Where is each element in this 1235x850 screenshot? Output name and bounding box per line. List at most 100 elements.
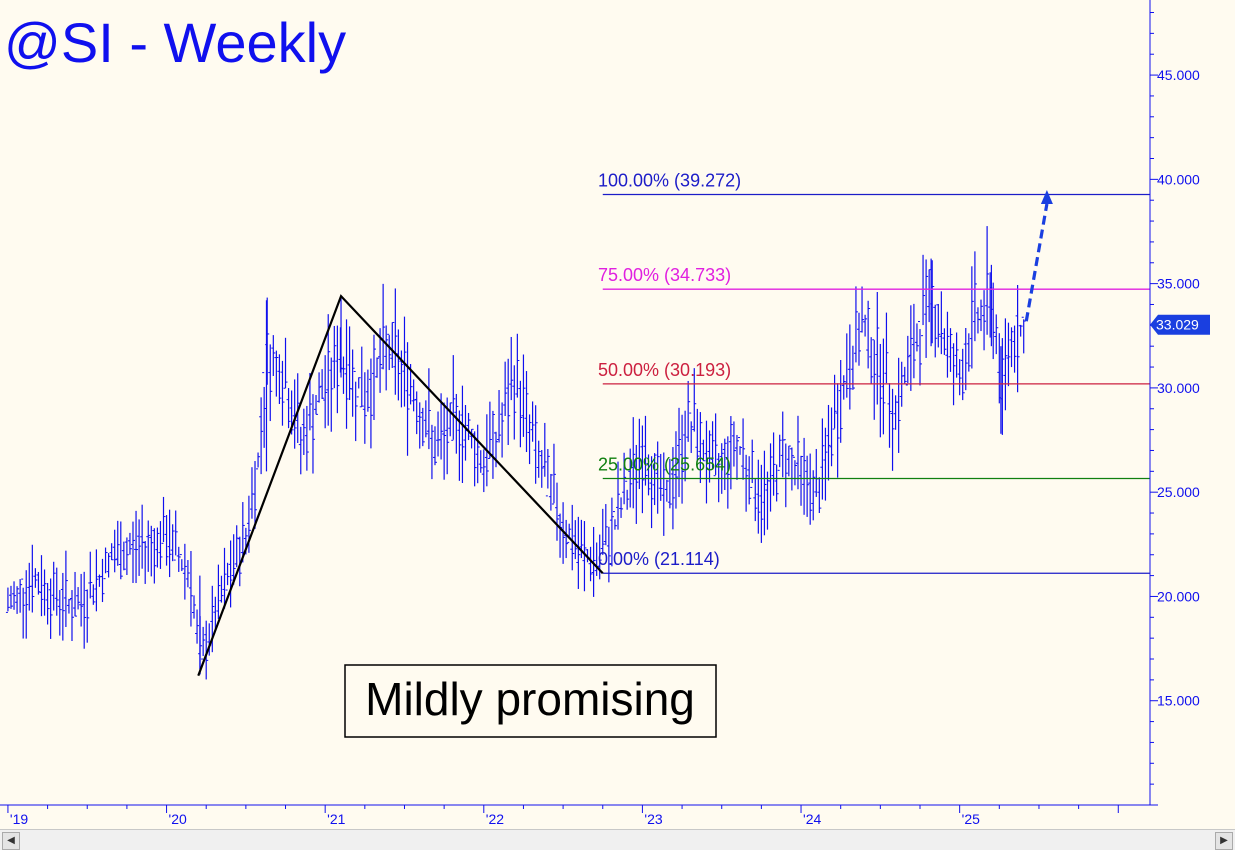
x-tick-label: '25 (962, 811, 980, 827)
price-bar (707, 430, 712, 483)
price-bar (384, 325, 389, 391)
price-bar (616, 461, 621, 530)
price-bar (518, 380, 523, 448)
price-bar (439, 393, 444, 460)
price-bar (551, 443, 556, 505)
price-bar (109, 543, 114, 561)
price-bar (713, 413, 718, 477)
price-bar (497, 390, 502, 443)
price-bar (365, 369, 370, 412)
price-bar (954, 332, 959, 378)
price-bar (884, 312, 889, 384)
price-bar (192, 595, 197, 619)
price-bar (1012, 325, 1017, 373)
price-bar (600, 508, 605, 555)
price-bar (170, 524, 175, 562)
price-bar (982, 290, 987, 351)
price-bar (533, 405, 538, 484)
abc-pattern-line (197, 294, 604, 677)
price-bar (12, 581, 17, 610)
chart-svg: 100.00% (39.272) 75.00% (34.733) 50.00% (3… (0, 0, 1210, 827)
price-bar (503, 361, 508, 417)
price-bar (161, 496, 166, 544)
price-bar (673, 431, 678, 509)
y-tick-label: 20.000 (1157, 588, 1200, 604)
annotation-text: Mildly promising (365, 673, 695, 725)
price-bar (88, 551, 93, 599)
price-bar (734, 434, 739, 480)
price-bar (405, 342, 410, 456)
price-bar (972, 251, 977, 342)
price-bar (631, 417, 636, 509)
price-bar (850, 345, 855, 390)
price-bar (137, 519, 142, 576)
price-bar (960, 348, 965, 401)
price-bar (881, 338, 886, 435)
price-bar (454, 393, 459, 454)
price-bar (256, 452, 261, 470)
price-bar (204, 620, 209, 680)
price-bar (36, 571, 41, 595)
price-bar (381, 283, 386, 370)
y-tick-label: 25.000 (1157, 484, 1200, 500)
price-bar (310, 394, 315, 474)
fib-level-label: 0.00% (21.114) (598, 549, 720, 569)
price-bar (60, 572, 65, 641)
price-bar (905, 335, 910, 386)
price-bar (853, 286, 858, 363)
price-bar (1003, 318, 1008, 411)
price-bar (167, 509, 172, 578)
price-bar (130, 521, 135, 583)
price-bar (808, 453, 813, 525)
price-bar (664, 479, 669, 502)
price-bar (890, 388, 895, 471)
price-bar (362, 372, 367, 444)
price-bar (329, 357, 334, 432)
horizontal-scrollbar[interactable]: ◀ ▶ (0, 829, 1235, 850)
fib-level-label: 50.00% (30.193) (598, 360, 731, 380)
price-bar (371, 334, 376, 420)
price-bar (741, 418, 746, 480)
price-bar (179, 554, 184, 572)
price-bar (561, 502, 566, 564)
fib-level-label: 100.00% (39.272) (598, 171, 741, 191)
price-bar (45, 582, 50, 625)
price-bar (82, 571, 87, 649)
price-bar (530, 401, 535, 442)
scroll-right-icon[interactable]: ▶ (1215, 832, 1233, 850)
price-bar (219, 575, 224, 603)
price-bar (402, 316, 407, 407)
price-bar (802, 437, 807, 515)
price-bar (902, 366, 907, 385)
y-tick-label: 40.000 (1157, 171, 1200, 187)
price-bar (670, 447, 675, 530)
scroll-left-icon[interactable]: ◀ (2, 832, 20, 850)
price-bar (317, 372, 322, 403)
price-bar (1006, 322, 1011, 387)
price-bar (515, 333, 520, 398)
price-bar (295, 373, 300, 443)
price-bar (54, 567, 59, 616)
price-bar (908, 305, 913, 391)
price-bar (725, 436, 730, 509)
price-bar (307, 372, 312, 431)
y-tick-label: 15.000 (1157, 693, 1200, 709)
price-bar (649, 456, 654, 529)
price-bar (722, 438, 727, 491)
price-bar (158, 521, 163, 569)
price-bar (85, 589, 90, 643)
price-bar (994, 314, 999, 355)
price-bar (274, 350, 279, 397)
price-bar (323, 355, 328, 429)
projection-arrowhead (1040, 189, 1053, 204)
price-bar (963, 328, 968, 391)
price-bar (155, 527, 160, 568)
price-bar (283, 337, 288, 389)
price-bar (393, 288, 398, 395)
price-bar (847, 324, 852, 410)
price-bar (506, 358, 511, 446)
price-bar (783, 439, 788, 508)
price-bar (314, 395, 319, 415)
price-bar (856, 312, 861, 366)
price-bar (911, 303, 916, 379)
